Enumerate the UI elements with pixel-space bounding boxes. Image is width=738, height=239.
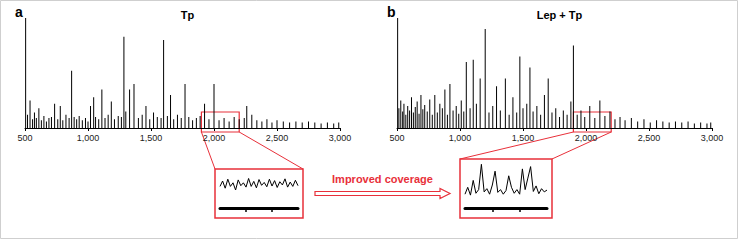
svg-text:2,000: 2,000 bbox=[575, 133, 598, 143]
svg-text:1,500: 1,500 bbox=[140, 133, 163, 143]
svg-text:2,000: 2,000 bbox=[203, 133, 226, 143]
svg-text:1,500: 1,500 bbox=[512, 133, 535, 143]
svg-text:Lep + Tp: Lep + Tp bbox=[537, 9, 583, 21]
svg-text:3,000: 3,000 bbox=[329, 133, 352, 143]
svg-text:b: b bbox=[387, 4, 396, 20]
svg-text:500: 500 bbox=[389, 133, 404, 143]
svg-text:1,000: 1,000 bbox=[449, 133, 472, 143]
svg-text:500: 500 bbox=[17, 133, 32, 143]
svg-text:Improved coverage: Improved coverage bbox=[332, 173, 433, 185]
svg-text:2,500: 2,500 bbox=[266, 133, 289, 143]
svg-text:Tp: Tp bbox=[181, 9, 195, 21]
svg-text:3,000: 3,000 bbox=[701, 133, 724, 143]
svg-text:a: a bbox=[15, 4, 23, 20]
svg-text:1,000: 1,000 bbox=[77, 133, 100, 143]
svg-text:2,500: 2,500 bbox=[638, 133, 661, 143]
